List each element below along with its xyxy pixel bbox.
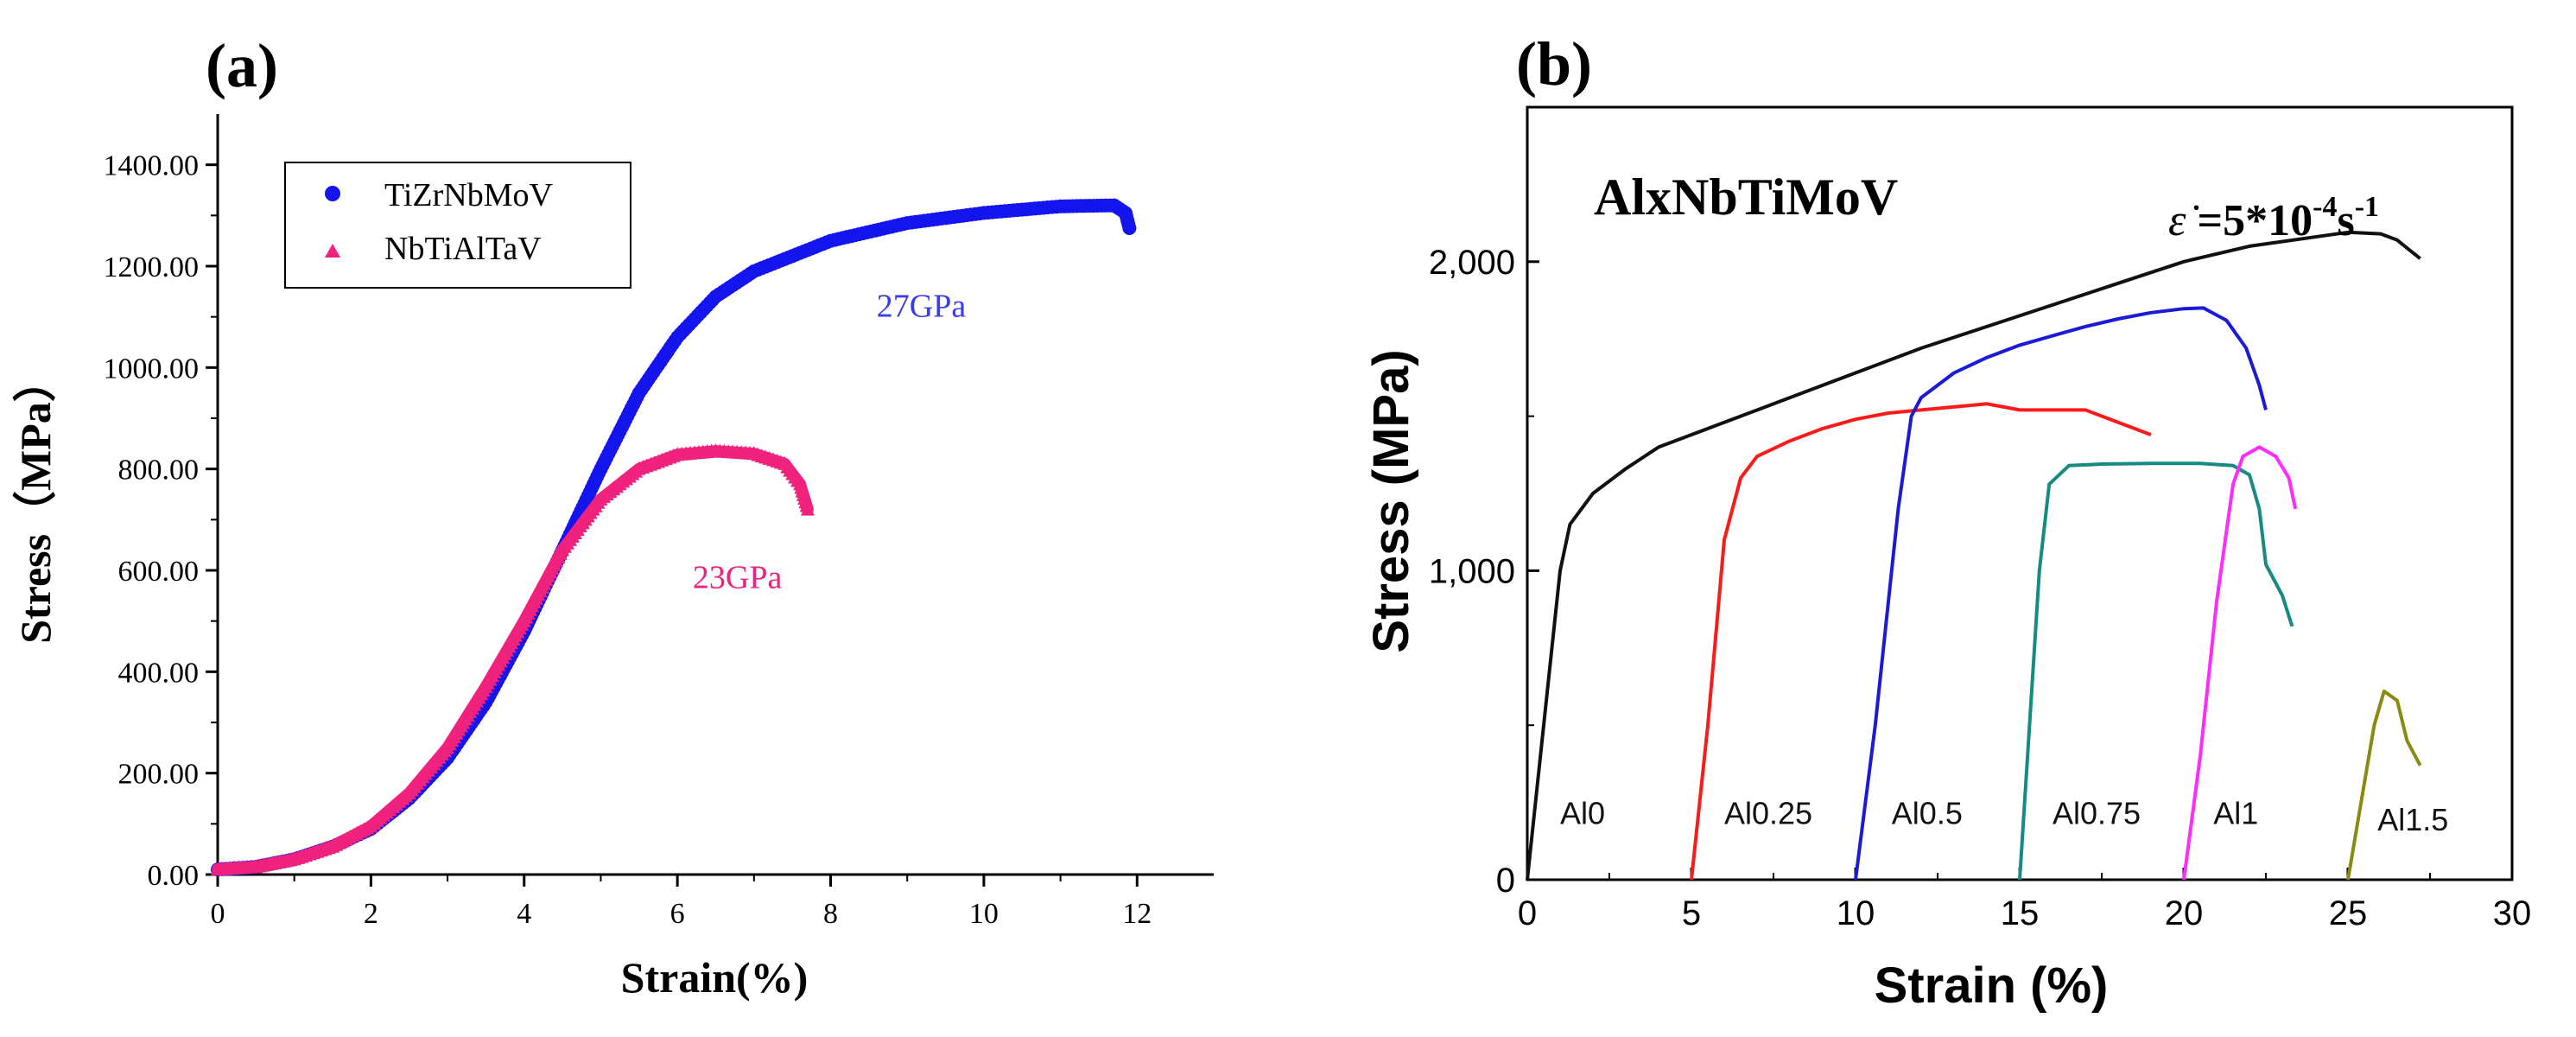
- strain-rate-exp1: -4: [2313, 191, 2337, 223]
- data-point: [800, 501, 815, 516]
- a-x-tick-label: 2: [364, 898, 378, 930]
- series-label-al1-5: Al1.5: [2377, 802, 2448, 837]
- a-x-tick-label: 8: [823, 898, 838, 930]
- a-y-tick-label: 200.00: [118, 759, 200, 791]
- legend-box: [284, 162, 631, 289]
- series-line-al0-75: [2018, 461, 2294, 881]
- series-line-al0-5: [1854, 306, 2268, 881]
- strain-rate-unit: s: [2337, 196, 2354, 245]
- series-tizrnbmov: [211, 198, 1137, 877]
- panel-a: (a) 0 2 4 6 8 10 12 0.00 200.00 400.00 600.00 800.0…: [11, 31, 1214, 1002]
- b-x-tick-label: 20: [2165, 894, 2204, 932]
- b-x-tick-label: 5: [1682, 894, 1701, 932]
- annotation-23gpa: 23GPa: [693, 560, 783, 596]
- panel-a-series: [211, 198, 1137, 877]
- panel-a-x-axis-label: Strain(%): [621, 953, 809, 1002]
- series-label-al1: Al1: [2213, 796, 2258, 831]
- a-x-tick-label: 6: [670, 898, 685, 930]
- data-point: [1122, 221, 1137, 235]
- legend-label-nbtialtav: NbTiAlTaV: [384, 231, 542, 267]
- series-line-al1: [2182, 445, 2298, 881]
- a-y-tick-label: 1200.00: [104, 251, 200, 283]
- b-y-tick-label: 0: [1496, 862, 1515, 900]
- series-label-al0: Al0: [1560, 796, 1605, 831]
- series-line-al0: [1526, 230, 2421, 881]
- a-x-tick-label: 4: [517, 898, 531, 930]
- b-x-tick-label: 0: [1518, 894, 1537, 932]
- b-y-tick-label: 2,000: [1429, 244, 1515, 282]
- a-y-tick-label: 400.00: [118, 657, 200, 689]
- panel-b-title: AlxNbTiMoV: [1594, 169, 1898, 226]
- strain-rate-exp2: -1: [2355, 191, 2379, 223]
- panel-b-axes: 0 5 10 15 20 25 30 0 1,000 2,000: [1429, 105, 2532, 932]
- b-y-tick-label: 1,000: [1429, 552, 1515, 590]
- series-label-al0-25: Al0.25: [1724, 796, 1812, 831]
- series-nbtialtav: [211, 443, 815, 876]
- panel-b-y-axis-label: Stress (MPa): [1363, 349, 1419, 652]
- a-x-tick-label: 10: [969, 898, 999, 930]
- panel-a-legend: TiZrNbMoV NbTiAlTaV: [284, 162, 631, 289]
- series-label-al0-5: Al0.5: [1892, 796, 1963, 831]
- b-x-tick-label: 30: [2493, 894, 2532, 932]
- panel-b-x-axis-label: Strain (%): [1875, 957, 2109, 1014]
- strain-rate-label: ε̇ =5*10-4s-1: [2168, 191, 2379, 245]
- legend-marker-tizrnbmov: [325, 186, 340, 201]
- a-y-tick-label: 1400.00: [104, 150, 200, 182]
- a-y-tick-label: 0.00: [148, 860, 200, 892]
- panel-b-series: Al0 Al0.25 Al0.5 Al0.75 Al1 Al1.5: [1526, 230, 2448, 881]
- a-y-tick-label: 1000.00: [104, 353, 200, 385]
- panel-b-label: (b): [1516, 29, 1592, 99]
- b-x-tick-label: 15: [2001, 894, 2040, 932]
- legend-label-tizrnbmov: TiZrNbMoV: [384, 177, 554, 213]
- series-label-al0-75: Al0.75: [2053, 796, 2141, 831]
- series-line-al0-25: [1690, 402, 2152, 881]
- b-x-tick-label: 25: [2329, 894, 2368, 932]
- a-x-tick-label: 0: [211, 898, 225, 930]
- legend-marker-nbtialtav: [325, 244, 340, 258]
- a-x-tick-label: 12: [1122, 898, 1152, 930]
- strain-rate-value: =5*10: [2186, 196, 2313, 245]
- a-y-tick-label: 800.00: [118, 455, 200, 487]
- panel-a-axes: 0 2 4 6 8 10 12 0.00 200.00 400.00 600.00 800.00 100…: [104, 114, 1214, 930]
- a-y-tick-label: 600.00: [118, 556, 200, 588]
- series-line-al1-5: [2346, 689, 2422, 881]
- panel-a-label: (a): [206, 31, 278, 100]
- annotation-27gpa: 27GPa: [877, 289, 967, 325]
- series-line-tizrnbmov: [212, 199, 1136, 876]
- panel-a-y-axis-label: Stress（MPa）: [11, 359, 60, 644]
- b-x-tick-label: 10: [1837, 894, 1875, 932]
